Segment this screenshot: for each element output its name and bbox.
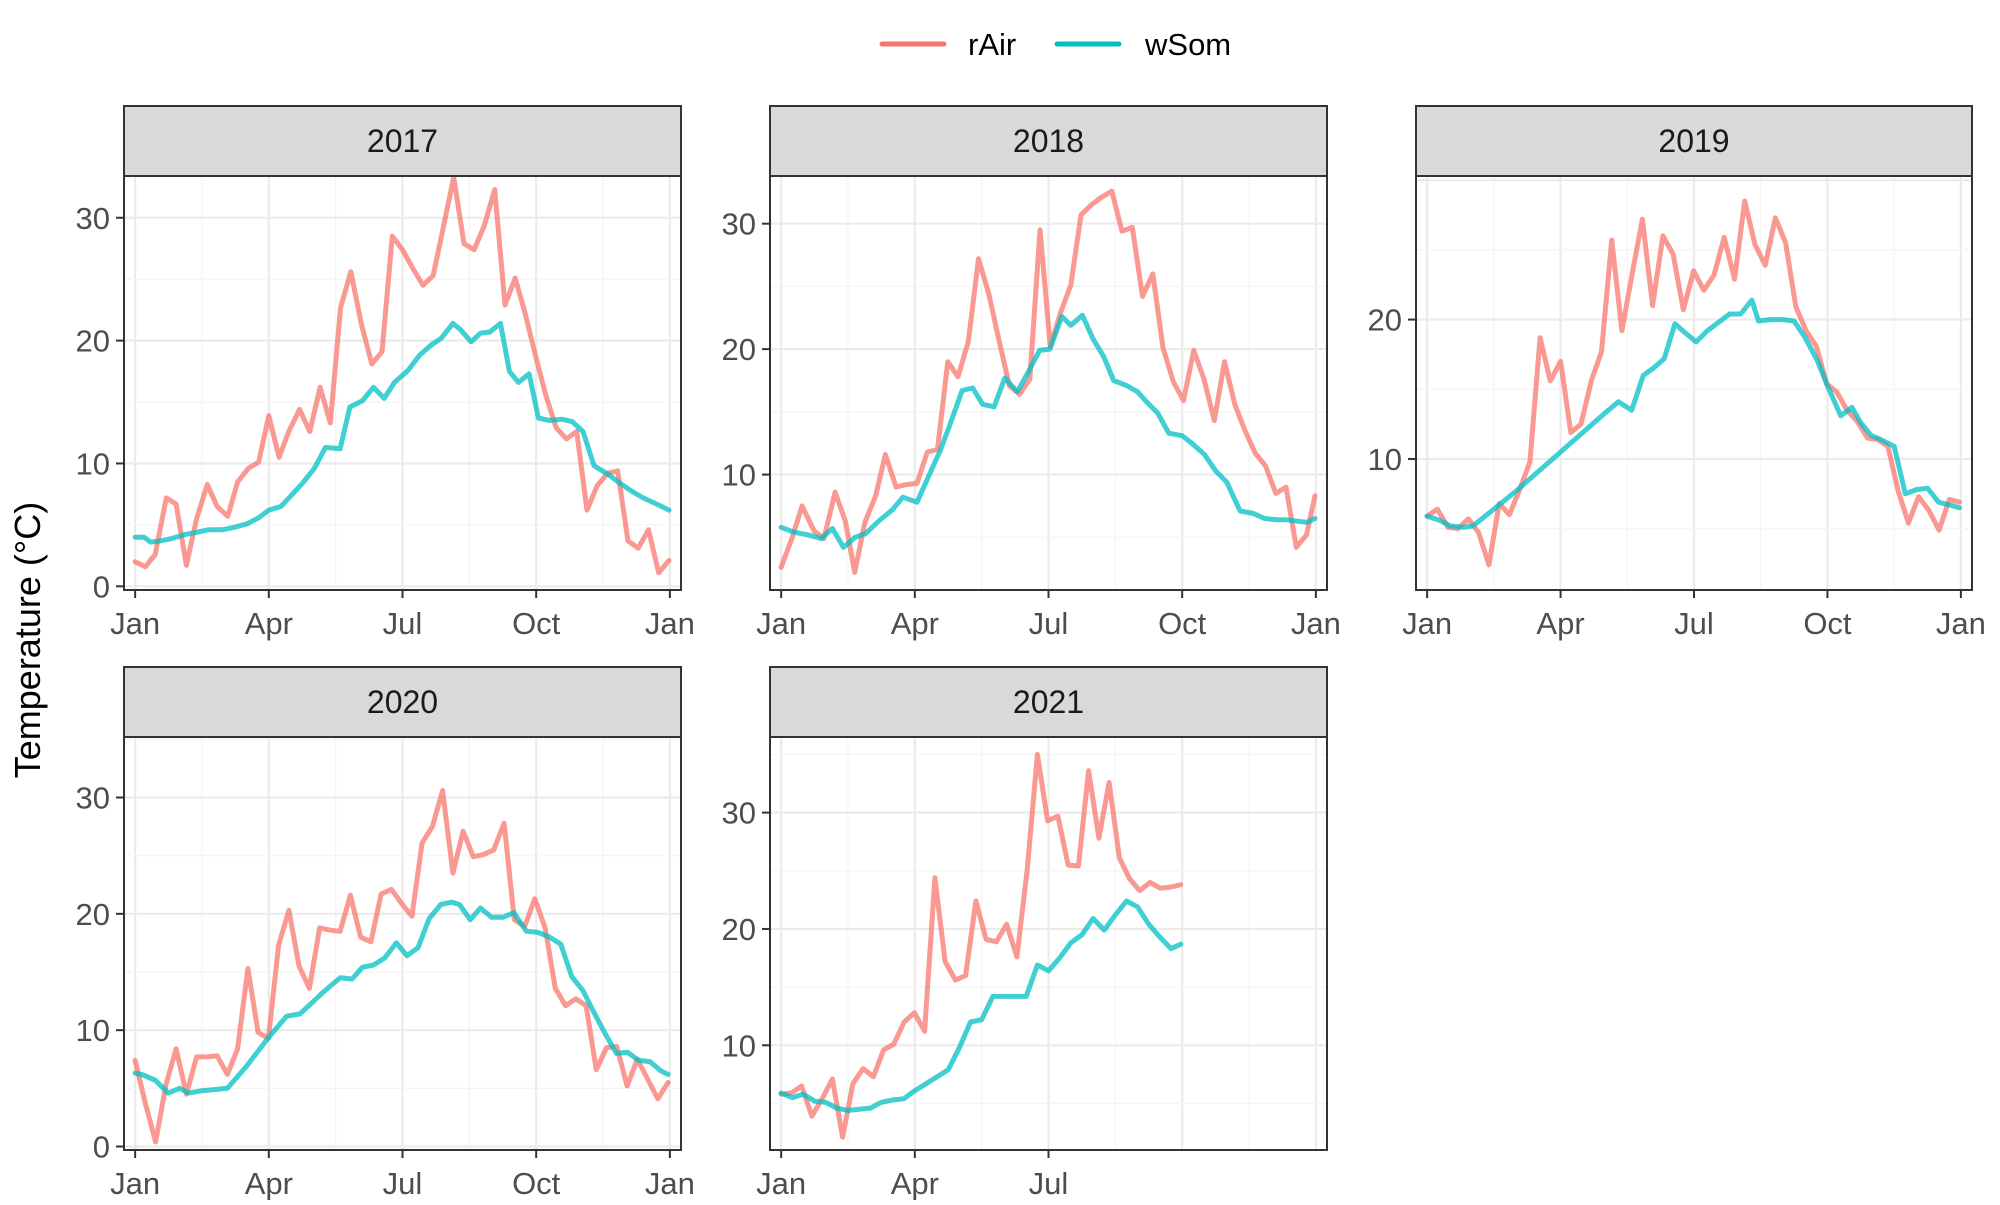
y-tick-label: 10 [722,458,756,493]
panel-2019: 2019 10 20 Jan Apr Jul Oct Jan [1368,105,1986,641]
y-tick-label: 10 [722,1028,756,1063]
x-tick-label: Jul [1029,1166,1069,1200]
series-line-rair [132,788,671,1145]
y-tick-label: 20 [76,324,110,359]
facet-strip [123,105,682,177]
x-tick-label: Jan [756,1166,806,1200]
y-tick-label: 30 [76,780,110,815]
y-tick-label: 10 [76,446,110,481]
y-tick-label: 20 [722,912,756,947]
legend-label-rair: rAir [968,27,1016,62]
panel-2021: 2021 10 20 30 Jan Apr Jul [722,666,1328,1201]
facet-strip [123,666,682,738]
x-tick-label: Oct [1158,606,1207,641]
x-tick-label: Jan [645,606,695,641]
series-group [132,176,672,576]
panels: 2017 0 10 20 30 Jan Apr Jul Oct Jan 2018 10 20 30 Jan A… [76,105,1986,1201]
series-group [1424,198,1962,568]
x-tick-label: Jan [645,1166,695,1200]
x-tick-label: Jul [1674,606,1714,641]
series-group [778,188,1318,575]
y-axis-title: Temperature (°C) [7,502,48,778]
facet-strip-label: 2019 [1658,123,1729,159]
panel-2020: 2020 0 10 20 30 Jan Apr Jul Oct Jan [76,666,695,1201]
x-tick-label: Jan [1402,606,1452,641]
x-tick-label: Jan [110,1166,160,1200]
y-tick-label: 0 [93,1130,110,1165]
x-tick-label: Jan [1936,606,1986,641]
facet-strip-label: 2018 [1013,123,1084,159]
series-group [132,788,671,1145]
series-line-wsom [132,320,672,545]
x-tick-label: Apr [891,606,939,641]
x-tick-label: Oct [1803,606,1852,641]
facet-strip [1415,105,1973,177]
legend: rAir wSom [879,27,1231,62]
series-line-wsom [132,899,671,1096]
legend-label-wsom: wSom [1144,27,1231,62]
x-tick-label: Jan [1291,606,1341,641]
y-tick-label: 30 [722,207,756,242]
x-tick-label: Apr [1536,606,1584,641]
y-tick-label: 0 [93,569,110,604]
y-tick-label: 10 [1368,442,1402,477]
series-line-wsom [1424,297,1962,530]
facet-strip-label: 2017 [367,123,438,159]
facet-strip [769,666,1328,738]
y-tick-label: 10 [76,1013,110,1048]
y-tick-label: 20 [722,332,756,367]
facet-strip-label: 2021 [1013,684,1084,720]
series-line-wsom [778,312,1318,550]
series-line-rair [132,176,672,576]
x-tick-label: Oct [512,1166,561,1200]
x-tick-label: Apr [891,1166,939,1200]
y-tick-label: 20 [76,897,110,932]
facet-strip-label: 2020 [367,684,438,720]
series-group [778,752,1184,1140]
x-tick-label: Apr [245,606,293,641]
x-tick-label: Jul [1029,606,1069,641]
y-tick-label: 30 [722,796,756,831]
panel-2017: 2017 0 10 20 30 Jan Apr Jul Oct Jan [76,105,695,641]
x-tick-label: Jan [110,606,160,641]
x-tick-label: Jan [756,606,806,641]
x-tick-label: Apr [245,1166,293,1200]
x-tick-label: Jul [383,1166,423,1200]
x-tick-label: Oct [512,606,561,641]
x-tick-label: Jul [383,606,423,641]
panel-2018: 2018 10 20 30 Jan Apr Jul Oct Jan [722,105,1341,641]
series-line-wsom [778,898,1184,1113]
series-line-rair [1424,198,1962,568]
y-tick-label: 30 [76,201,110,236]
y-tick-label: 20 [1368,303,1402,338]
